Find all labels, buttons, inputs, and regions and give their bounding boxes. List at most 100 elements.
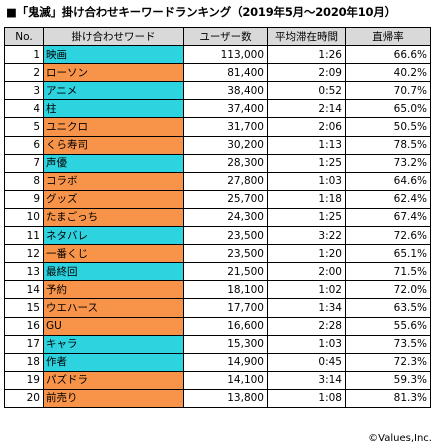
keyword-cell: 映画 (43, 45, 184, 65)
users-cell: 81,400 (183, 63, 268, 83)
bounce-rate-cell: 65.0% (345, 99, 431, 119)
page-title: ■「鬼滅」掛け合わせキーワードランキング（2019年5月〜2020年10月） (6, 5, 396, 19)
keyword-cell: パズドラ (43, 370, 184, 390)
avg-time-cell: 1:02 (267, 280, 346, 300)
rank-cell: 1 (4, 45, 44, 65)
rank-cell: 20 (4, 388, 44, 408)
avg-time-cell: 0:52 (267, 81, 346, 101)
rank-cell: 15 (4, 298, 44, 318)
bounce-rate-cell: 78.5% (345, 135, 431, 155)
header-keyword: 掛け合わせワード (43, 26, 184, 47)
bounce-rate-cell: 64.6% (345, 171, 431, 191)
header-time: 平均滞在時間 (267, 26, 346, 47)
table-row: 1 映画 113,000 1:26 66.6% (4, 45, 431, 65)
table-row: 9 グッズ 25,700 1:18 62.4% (4, 189, 431, 209)
bounce-rate-cell: 81.3% (345, 388, 431, 408)
table-row: 18 作者 14,900 0:45 72.3% (4, 352, 431, 372)
bounce-rate-cell: 50.5% (345, 117, 431, 137)
table-header-row: No. 掛け合わせワード ユーザー数 平均滞在時間 直帰率 (4, 26, 431, 47)
avg-time-cell: 2:06 (267, 117, 346, 137)
avg-time-cell: 1:25 (267, 207, 346, 228)
rank-cell: 16 (4, 316, 44, 336)
keyword-cell: ウエハース (43, 298, 184, 318)
copyright-credit: ©Values,Inc. (368, 433, 432, 444)
avg-time-cell: 1:26 (267, 45, 346, 65)
rank-cell: 8 (4, 171, 44, 191)
bounce-rate-cell: 63.5% (345, 298, 431, 318)
keyword-cell: ローソン (43, 63, 184, 83)
users-cell: 23,500 (183, 226, 268, 246)
avg-time-cell: 1:20 (267, 244, 346, 264)
users-cell: 13,800 (183, 388, 268, 408)
bounce-rate-cell: 71.5% (345, 262, 431, 282)
header-bounce: 直帰率 (345, 26, 431, 47)
bounce-rate-cell: 72.0% (345, 280, 431, 300)
keyword-cell: ユニクロ (43, 117, 184, 137)
users-cell: 24,300 (183, 207, 268, 228)
users-cell: 23,500 (183, 244, 268, 264)
bounce-rate-cell: 72.6% (345, 226, 431, 246)
users-cell: 14,100 (183, 370, 268, 390)
rank-cell: 12 (4, 244, 44, 264)
rank-cell: 4 (4, 99, 44, 119)
avg-time-cell: 2:14 (267, 99, 346, 119)
keyword-cell: 最終回 (43, 262, 184, 282)
rank-cell: 17 (4, 334, 44, 354)
users-cell: 113,000 (183, 45, 268, 65)
keyword-cell: 声優 (43, 153, 184, 173)
users-cell: 28,300 (183, 153, 268, 173)
rank-cell: 10 (4, 207, 44, 228)
keyword-cell: GU (43, 316, 184, 336)
rank-cell: 5 (4, 117, 44, 137)
table-row: 14 予約 18,100 1:02 72.0% (4, 280, 431, 300)
bounce-rate-cell: 59.3% (345, 370, 431, 390)
table-row: 20 前売り 13,800 1:08 81.3% (4, 388, 431, 408)
users-cell: 21,500 (183, 262, 268, 282)
rank-cell: 19 (4, 370, 44, 390)
rank-cell: 18 (4, 352, 44, 372)
users-cell: 18,100 (183, 280, 268, 300)
rank-cell: 11 (4, 226, 44, 246)
users-cell: 31,700 (183, 117, 268, 137)
keyword-cell: くら寿司 (43, 135, 184, 155)
bounce-rate-cell: 65.1% (345, 244, 431, 264)
header-users: ユーザー数 (183, 26, 268, 47)
keyword-cell: たまごっち (43, 207, 184, 228)
bounce-rate-cell: 40.2% (345, 63, 431, 83)
avg-time-cell: 3:22 (267, 226, 346, 246)
table-row: 7 声優 28,300 1:25 73.2% (4, 153, 431, 173)
bounce-rate-cell: 62.4% (345, 189, 431, 209)
users-cell: 30,200 (183, 135, 268, 155)
rank-cell: 6 (4, 135, 44, 155)
users-cell: 37,400 (183, 99, 268, 119)
bounce-rate-cell: 55.6% (345, 316, 431, 336)
rank-cell: 2 (4, 63, 44, 83)
table-row: 15 ウエハース 17,700 1:34 63.5% (4, 298, 431, 318)
rank-cell: 13 (4, 262, 44, 282)
users-cell: 17,700 (183, 298, 268, 318)
table-row: 13 最終回 21,500 2:00 71.5% (4, 262, 431, 282)
rank-cell: 9 (4, 189, 44, 209)
rank-cell: 7 (4, 153, 44, 173)
keyword-cell: 予約 (43, 280, 184, 300)
bounce-rate-cell: 66.6% (345, 45, 431, 65)
avg-time-cell: 1:13 (267, 135, 346, 155)
bounce-rate-cell: 67.4% (345, 207, 431, 228)
table-row: 19 パズドラ 14,100 3:14 59.3% (4, 370, 431, 390)
keyword-cell: 一番くじ (43, 244, 184, 264)
keyword-cell: キャラ (43, 334, 184, 354)
users-cell: 16,600 (183, 316, 268, 336)
bounce-rate-cell: 73.2% (345, 153, 431, 173)
keyword-cell: 前売り (43, 388, 184, 408)
users-cell: 15,300 (183, 334, 268, 354)
table-row: 5 ユニクロ 31,700 2:06 50.5% (4, 117, 431, 137)
avg-time-cell: 1:34 (267, 298, 346, 318)
keyword-cell: グッズ (43, 189, 184, 209)
users-cell: 38,400 (183, 81, 268, 101)
bounce-rate-cell: 72.3% (345, 352, 431, 372)
table-row: 16 GU 16,600 2:28 55.6% (4, 316, 431, 336)
table-row: 8 コラボ 27,800 1:03 64.6% (4, 171, 431, 191)
table-row: 4 柱 37,400 2:14 65.0% (4, 99, 431, 119)
avg-time-cell: 2:28 (267, 316, 346, 336)
bounce-rate-cell: 73.5% (345, 334, 431, 354)
